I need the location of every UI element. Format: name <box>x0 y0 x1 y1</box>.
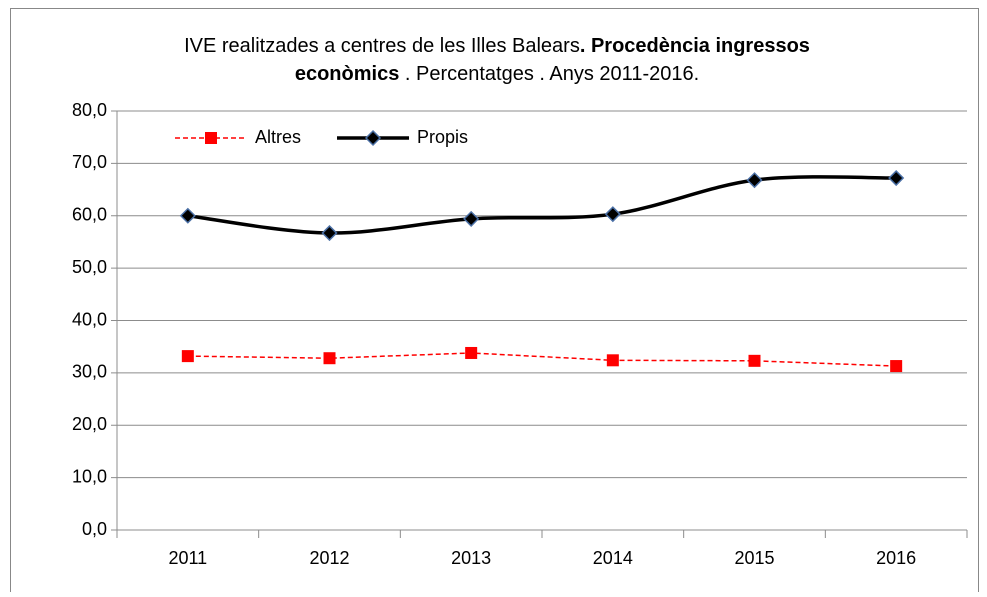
legend-marker <box>364 129 382 147</box>
chart-border <box>10 8 979 597</box>
data-point <box>321 224 338 242</box>
title-segment: . Procedència ingressos <box>580 35 810 57</box>
x-tick-label: 2016 <box>876 548 916 568</box>
title-segment: . Percentatges . Anys 2011-2016. <box>399 63 699 85</box>
title-segment: econòmics <box>295 63 399 85</box>
data-point <box>888 169 905 187</box>
title-segment: IVE realitzades a centres de les Illes B… <box>184 35 580 57</box>
legend-marker <box>205 132 217 144</box>
data-point <box>748 354 761 367</box>
y-tick-label: 20,0 <box>72 414 107 434</box>
x-tick-label: 2012 <box>309 548 349 568</box>
y-tick-label: 40,0 <box>72 309 107 329</box>
data-point <box>604 206 621 223</box>
data-point <box>323 352 336 365</box>
y-tick-label: 0,0 <box>82 519 107 539</box>
series-line <box>187 352 897 367</box>
data-point <box>890 360 903 373</box>
data-point <box>181 350 194 363</box>
x-tick-label: 2014 <box>593 548 633 568</box>
legend-label: Propis <box>417 127 468 147</box>
data-point <box>606 354 619 367</box>
y-tick-label: 10,0 <box>72 466 107 486</box>
x-tick-label: 2013 <box>451 548 491 568</box>
y-tick-label: 30,0 <box>72 362 107 382</box>
series-line <box>187 175 897 235</box>
data-point <box>465 346 478 359</box>
data-point <box>746 172 763 189</box>
y-tick-label: 70,0 <box>72 152 107 172</box>
data-point <box>179 207 196 224</box>
y-tick-label: 80,0 <box>72 100 107 120</box>
x-tick-label: 2015 <box>734 548 774 568</box>
y-tick-label: 50,0 <box>72 257 107 277</box>
y-tick-label: 60,0 <box>72 205 107 225</box>
x-tick-label: 2011 <box>168 548 207 568</box>
data-point <box>463 210 480 227</box>
chart-title: IVE realitzades a centres de les Illes B… <box>184 35 810 85</box>
legend-label: Altres <box>255 127 301 147</box>
